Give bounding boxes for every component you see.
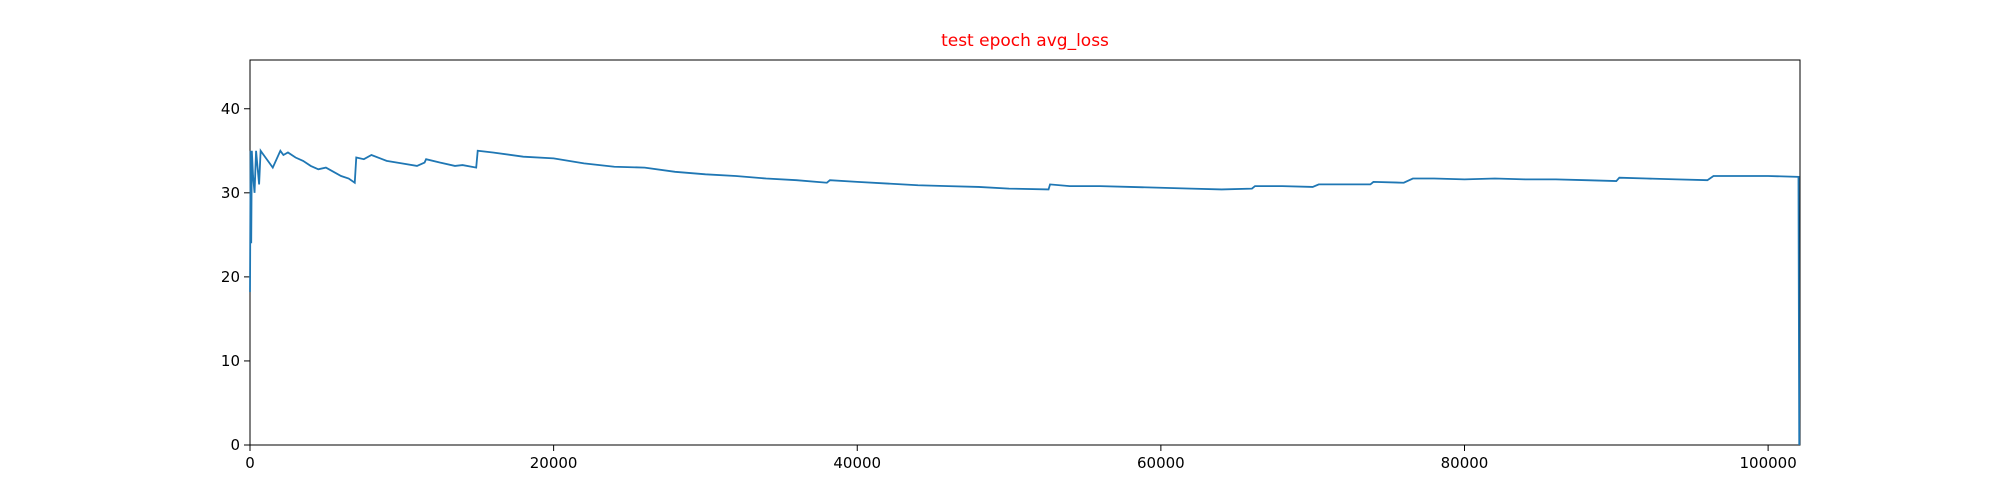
axes-frame xyxy=(249,59,1801,446)
x-tick-label: 100000 xyxy=(1739,454,1796,472)
y-tick-label: 30 xyxy=(221,184,240,202)
line-series xyxy=(249,148,1801,446)
x-tick-label: 80000 xyxy=(1441,454,1489,472)
x-tick-label: 20000 xyxy=(530,454,578,472)
chart-title: test epoch avg_loss xyxy=(941,31,1109,51)
y-tick-label: 40 xyxy=(221,100,240,118)
x-tick-label: 40000 xyxy=(833,454,881,472)
y-tick-label: 20 xyxy=(221,268,240,286)
y-tick-label: 10 xyxy=(221,352,240,370)
x-tick-label: 60000 xyxy=(1137,454,1185,472)
y-tick-label: 0 xyxy=(230,436,240,454)
x-tick-label: 0 xyxy=(245,454,255,472)
